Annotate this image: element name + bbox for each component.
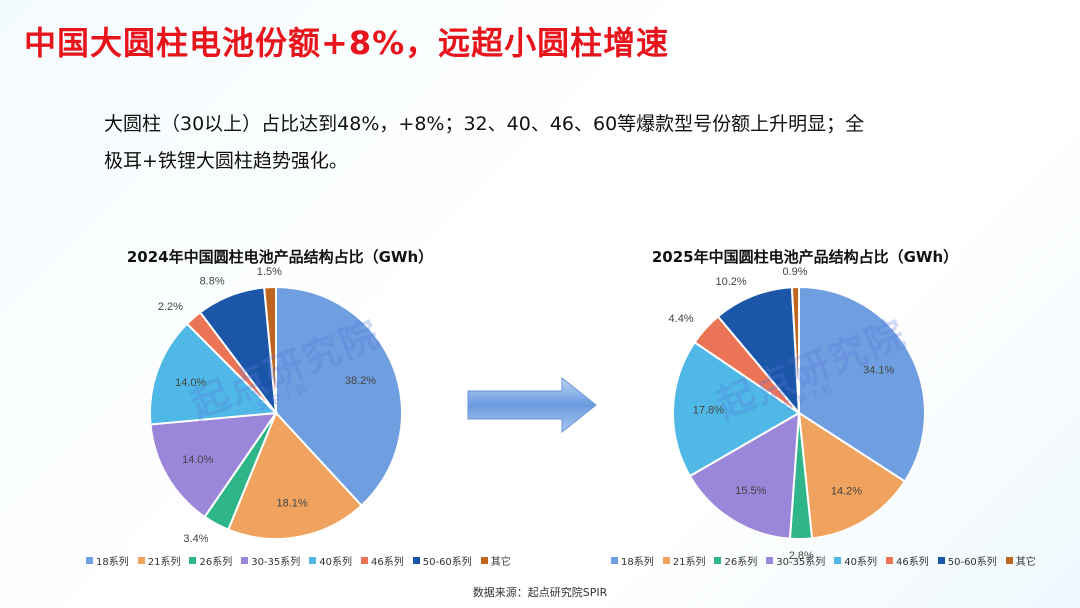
data-label: 8.8% [200,276,225,288]
legend-swatch [662,557,670,564]
legend-swatch [241,557,249,564]
legend-label: 40系列 [319,557,352,568]
legend-item: 其它 [1005,553,1036,568]
data-label: 14.2% [831,485,862,497]
data-label: 18.1% [277,497,308,509]
description-line-2: 极耳+铁锂大圆柱趋势强化。 [104,150,348,172]
chart-title-2025: 2025年中国圆柱电池产品结构占比（GWh） [651,248,959,266]
pie-slice-5 [149,322,279,426]
legend-item: 40系列 [309,553,352,568]
legend-item: 21系列 [137,553,181,568]
pie-slice-4 [149,411,279,519]
legend-swatch [886,557,893,564]
legend-label: 46系列 [896,557,929,568]
legend-swatch [937,557,945,564]
legend-item: 26系列 [189,553,232,568]
data-label: 3.4% [183,533,208,545]
data-source: 数据来源：起点研究院SPIR [472,586,608,599]
legend-label: 30-35系列 [776,557,826,568]
data-label: 2.2% [158,301,183,313]
right-arrow-icon [467,376,597,434]
legend-item: 46系列 [886,553,929,568]
legend-label: 50-60系列 [422,557,472,568]
legend-item: 50-60系列 [937,553,997,568]
data-label: 1.5% [257,266,282,278]
legend-swatch [611,557,618,564]
description: 大圆柱（30以上）占比达到48%，+8%；32、40、46、60等爆款型号份额上… [104,106,924,180]
pie-chart-2024: 38.2% 18.1% 3.4% 14.0% 14.0% 2.2% 8.8% 1.5% [149,266,403,545]
pie-chart-2025: 34.1% 14.2% 2.8% 15.5% 17.8% 4.4% 10.2% 0.9% [669,266,926,562]
legend-item: 18系列 [86,553,129,568]
legend-label: 40系列 [844,557,877,568]
legend-item: 其它 [480,553,511,568]
legend-label: 其它 [1015,557,1036,568]
chart-title-2024: 2024年中国圆柱电池产品结构占比（GWh） [126,248,434,266]
legend-label: 18系列 [621,557,654,568]
data-label: 0.9% [782,266,807,278]
data-label: 17.8% [693,405,724,417]
pie-slice-8 [263,285,277,414]
legend-item: 30-35系列 [766,553,825,568]
legend-swatch [1005,557,1013,564]
legend-label: 其它 [490,557,511,568]
data-label: 10.2% [715,276,746,288]
legend-label: 46系列 [371,557,404,568]
legend-label: 18系列 [96,557,129,568]
legend-item: 26系列 [714,553,757,568]
legend-item: 50-60系列 [412,553,472,568]
data-label: 2.8% [789,550,814,562]
legend-swatch [714,557,722,564]
legend-swatch [309,557,317,564]
legend-item: 40系列 [834,553,877,568]
legend-label: 30-35系列 [251,557,301,568]
pie-slice-8 [790,285,800,414]
data-label: 14.0% [182,454,213,466]
legend-swatch [766,557,774,564]
legend-2025: 18系列 21系列 26系列 30-35系列 40系列 46系列 50-60系列 其它 [611,553,1036,568]
description-line-1: 大圆柱（30以上）占比达到48%，+8%；32、40、46、60等爆款型号份额上… [104,113,865,135]
legend-label: 21系列 [672,557,706,568]
legend-swatch [189,557,197,564]
legend-item: 46系列 [361,553,404,568]
data-label: 38.2% [345,375,376,387]
legend-swatch [361,557,368,564]
data-label: 14.0% [175,377,206,389]
pie-slice-4 [688,411,801,540]
legend-label: 50-60系列 [947,557,997,568]
legend-item: 30-35系列 [241,553,300,568]
legend-swatch [137,557,145,564]
legend-swatch [412,557,420,564]
data-label: 15.5% [735,485,766,497]
legend-swatch [480,557,488,564]
data-label: 4.4% [669,313,694,325]
data-label: 34.1% [863,365,894,377]
legend-swatch [834,557,842,564]
legend-label: 26系列 [724,557,758,568]
legend-label: 21系列 [147,557,181,568]
legend-2024: 18系列 21系列 26系列 30-35系列 40系列 46系列 50-60系列 其它 [86,553,511,568]
legend-item: 18系列 [611,553,654,568]
pie-slice-2 [226,411,363,540]
page-title: 中国大圆柱电池份额+8%，远超小圆柱增速 [24,24,670,62]
pie-slice-7 [716,286,801,416]
legend-item: 21系列 [662,553,706,568]
pie-slice-2 [797,411,907,540]
pie-slice-1 [275,285,403,507]
legend-swatch [86,557,93,564]
pie-slice-5 [672,340,801,478]
legend-label: 26系列 [199,557,233,568]
